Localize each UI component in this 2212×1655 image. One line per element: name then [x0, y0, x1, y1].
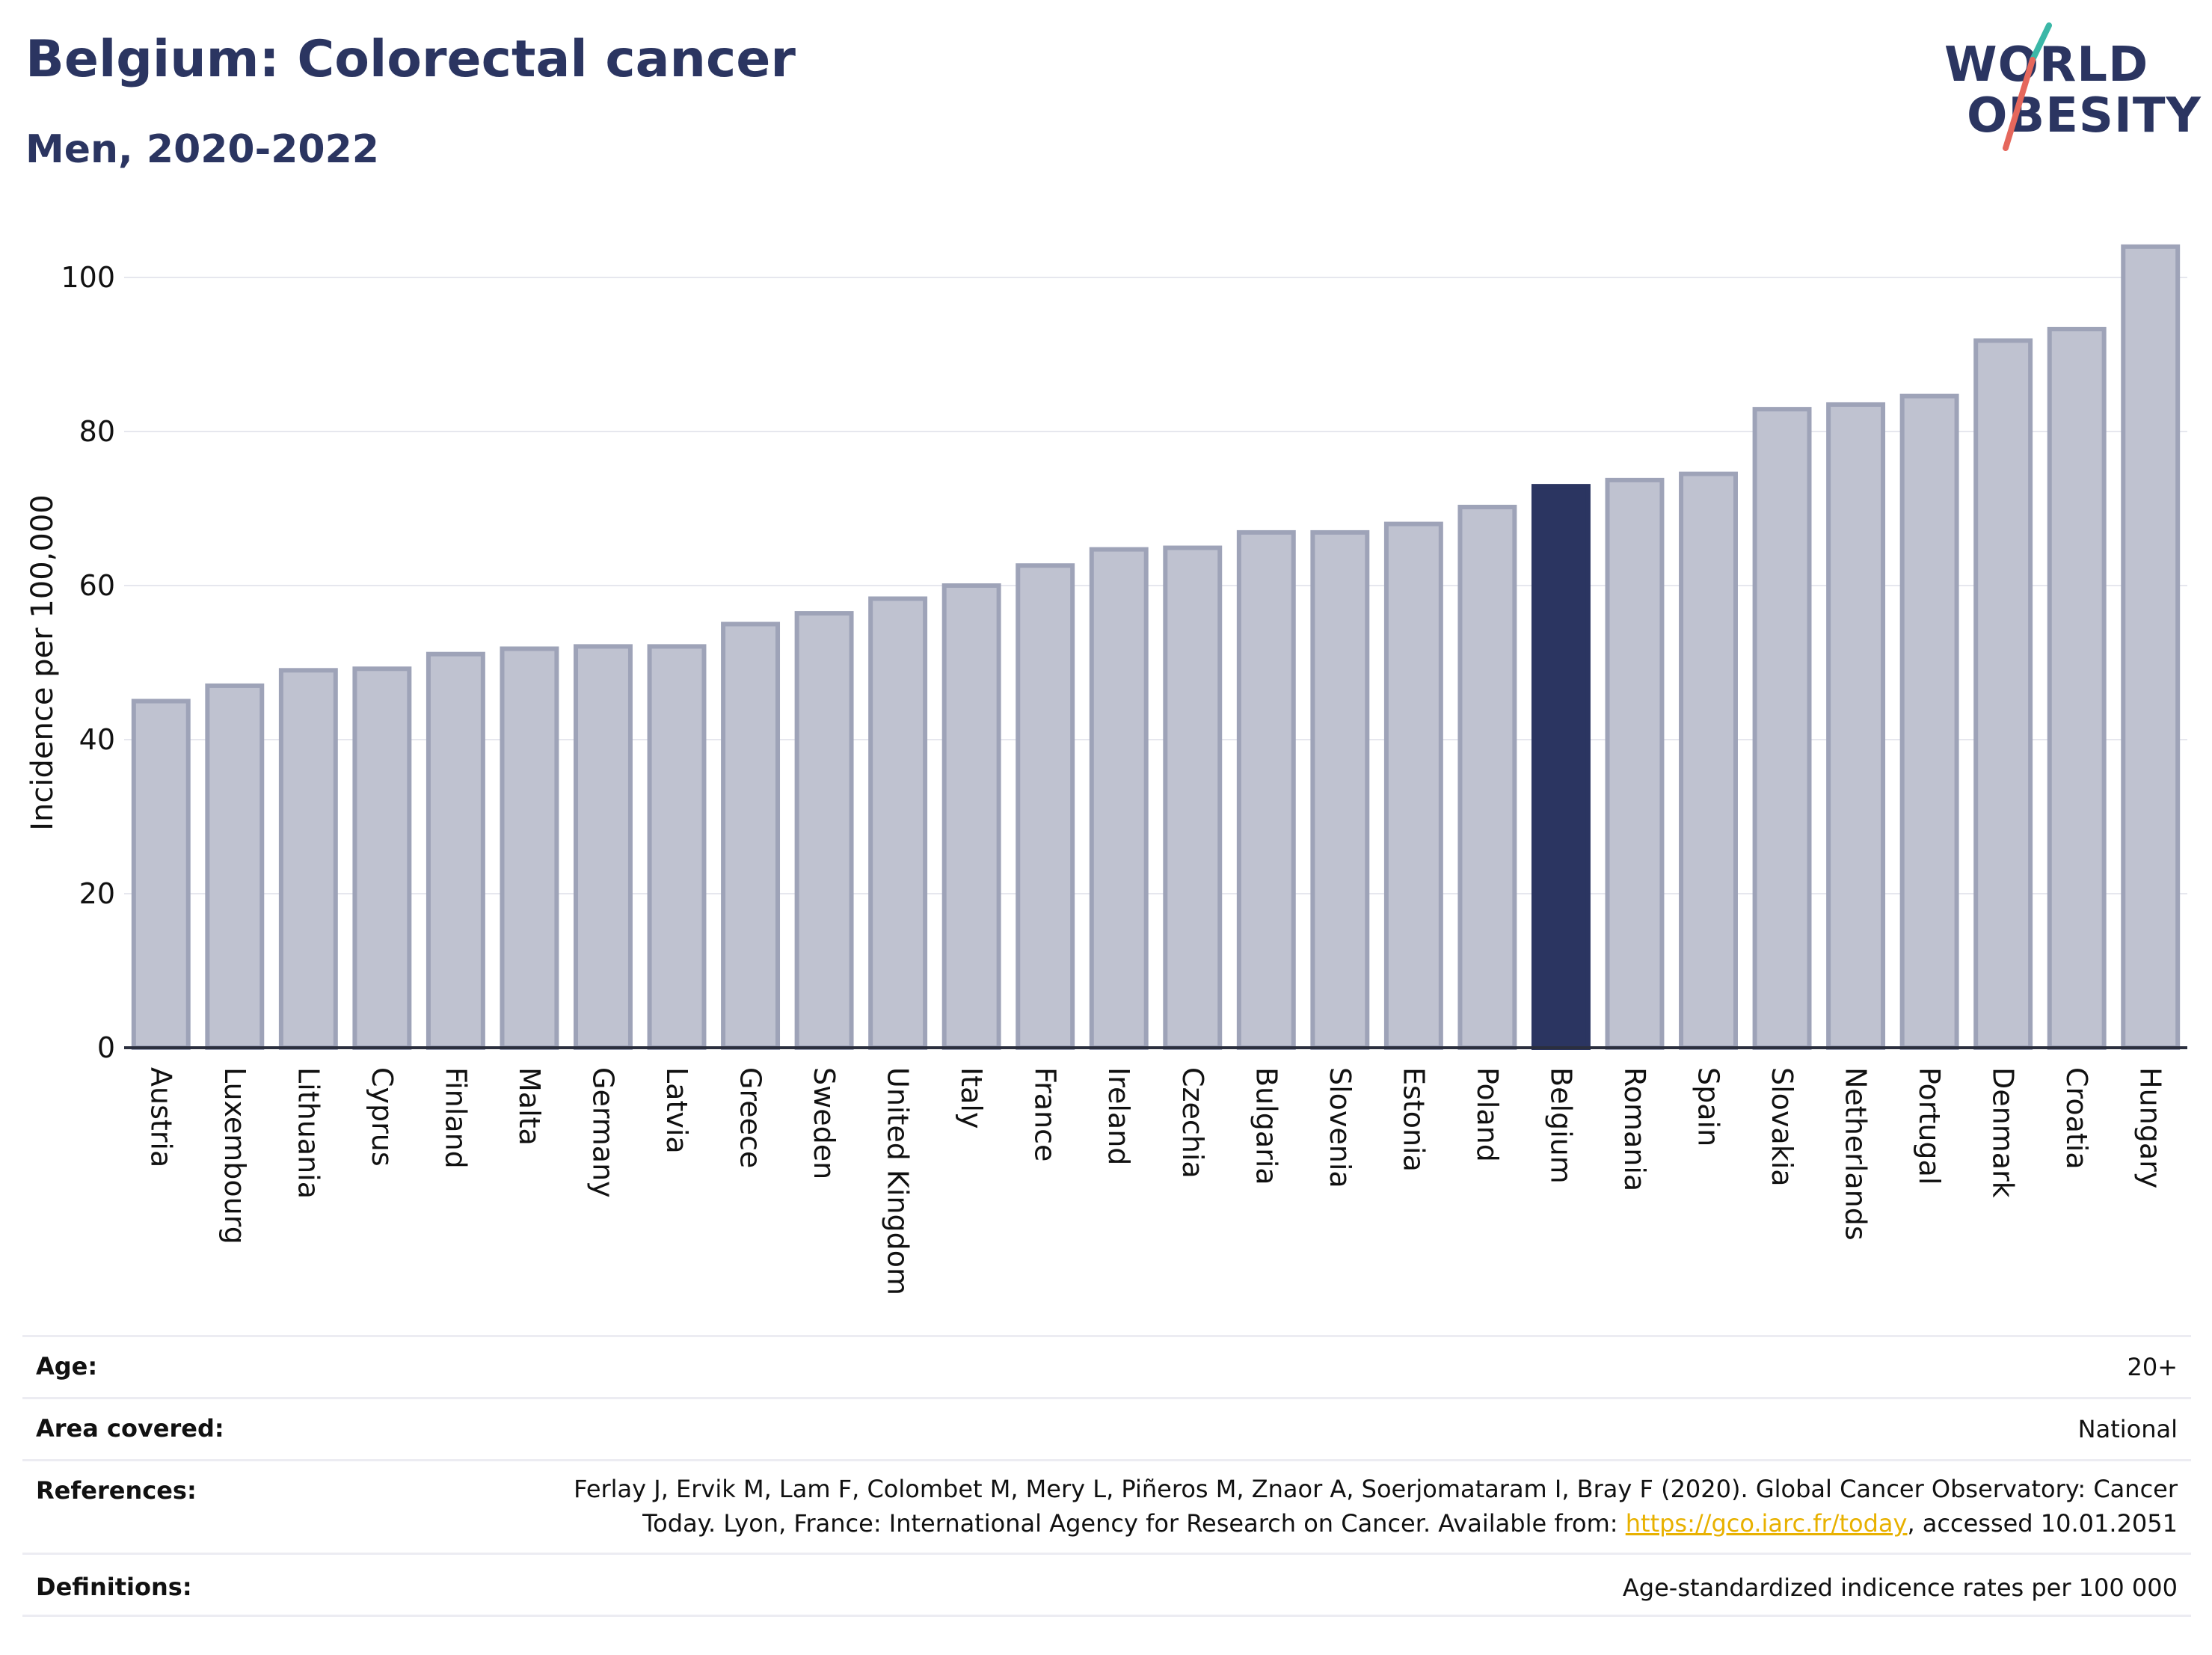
x-tick-label: Slovenia — [1324, 1067, 1357, 1188]
bar-france — [1016, 563, 1075, 1050]
info-row-age: Age: 20+ — [22, 1335, 2191, 1397]
references-line-2-pre: Today. Lyon, France: International Agenc… — [642, 1509, 1626, 1538]
chart-subtitle: Men, 2020-2022 — [25, 127, 379, 172]
logo-line-2: OBESITY — [1967, 88, 2202, 144]
info-table: Age: 20+ Area covered: National Referenc… — [22, 1335, 2191, 1617]
bar-greece — [721, 621, 781, 1050]
bar-chart: 0 20 40 60 80 100 Austria Luxembourg Lithuania C… — [25, 244, 2187, 1295]
x-tick-label: Croatia — [2060, 1067, 2093, 1170]
x-tick-label: Malta — [513, 1067, 546, 1146]
bar-cyprus — [352, 666, 412, 1050]
bar-slovakia — [1752, 407, 1812, 1050]
bar-italy — [941, 583, 1001, 1050]
x-tick-label: Denmark — [1987, 1067, 2020, 1198]
reference-link[interactable]: https://gco.iarc.fr/today — [1625, 1509, 1908, 1538]
bar-bulgaria — [1236, 529, 1296, 1050]
bar-latvia — [647, 644, 707, 1050]
x-tick-label: Portugal — [1913, 1067, 1946, 1185]
bar-hungary — [2121, 244, 2181, 1050]
logo-line-1: WORLD — [1944, 37, 2149, 93]
x-axis-ticks: Austria Luxembourg Lithuania Cyprus Finland M… — [144, 1067, 2166, 1295]
x-tick-label: Austria — [144, 1067, 177, 1167]
bar-slovenia — [1310, 529, 1370, 1050]
x-tick-label: Czechia — [1176, 1067, 1209, 1179]
chart-title: Belgium: Colorectal cancer — [25, 30, 796, 89]
info-row-definitions: Definitions: Age-standardized indicence … — [22, 1553, 2191, 1617]
bar-czechia — [1163, 545, 1223, 1050]
age-value: 20+ — [2127, 1353, 2178, 1381]
bars — [131, 244, 2181, 1051]
bar-finland — [425, 651, 485, 1050]
x-tick-label: Luxembourg — [218, 1067, 251, 1244]
x-tick-label: Romania — [1618, 1067, 1651, 1191]
x-tick-label: Netherlands — [1840, 1067, 1872, 1241]
bar-poland — [1457, 504, 1517, 1050]
info-row-references: References: Ferlay J, Ervik M, Lam F, Co… — [22, 1459, 2191, 1553]
bar-romania — [1605, 477, 1665, 1050]
bar-germany — [574, 644, 633, 1050]
x-tick-label: Lithuania — [292, 1067, 325, 1199]
world-obesity-logo: WORLD OBESITY — [1944, 22, 2202, 157]
x-tick-label: Greece — [734, 1067, 767, 1168]
x-tick-label: Cyprus — [366, 1067, 399, 1167]
x-tick-label: Italy — [955, 1067, 988, 1129]
x-tick-label: Belgium — [1544, 1067, 1577, 1184]
bar-luxembourg — [205, 683, 265, 1051]
y-tick-label: 20 — [79, 877, 115, 910]
bar-austria — [131, 698, 191, 1050]
y-axis-label: Incidence per 100,000 — [25, 494, 60, 831]
y-tick-label: 40 — [79, 723, 115, 756]
bar-malta — [500, 646, 559, 1050]
bar-lithuania — [278, 668, 338, 1050]
x-tick-label: Finland — [439, 1067, 472, 1169]
bar-croatia — [2047, 327, 2107, 1050]
references-line-2: Today. Lyon, France: International Agenc… — [574, 1506, 2178, 1541]
x-tick-label: Spain — [1692, 1067, 1725, 1146]
x-tick-label: Ireland — [1102, 1067, 1135, 1165]
info-row-area: Area covered: National — [22, 1397, 2191, 1459]
age-label: Age: — [36, 1352, 98, 1381]
bar-netherlands — [1826, 402, 1886, 1050]
definitions-value: Age-standardized indicence rates per 100… — [1622, 1573, 2178, 1602]
bar-belgium — [1531, 484, 1591, 1050]
y-tick-label: 60 — [79, 569, 115, 602]
x-tick-label: Latvia — [660, 1067, 693, 1154]
y-tick-label: 100 — [61, 261, 115, 294]
y-tick-label: 80 — [79, 415, 115, 448]
bar-portugal — [1899, 393, 1959, 1050]
x-tick-label: Hungary — [2134, 1067, 2167, 1188]
bar-estonia — [1383, 521, 1443, 1050]
x-tick-label: Poland — [1471, 1067, 1504, 1162]
x-tick-label: Sweden — [808, 1067, 841, 1179]
bar-sweden — [794, 611, 854, 1050]
area-label: Area covered: — [36, 1414, 224, 1443]
x-tick-label: Slovakia — [1766, 1067, 1798, 1187]
area-value: National — [2077, 1415, 2178, 1443]
bar-united-kingdom — [868, 596, 928, 1050]
y-tick-label: 0 — [97, 1031, 115, 1064]
bar-ireland — [1089, 547, 1149, 1050]
y-axis-ticks: 0 20 40 60 80 100 — [61, 261, 115, 1064]
x-tick-label: United Kingdom — [882, 1067, 915, 1295]
references-line-1: Ferlay J, Ervik M, Lam F, Colombet M, Me… — [574, 1475, 2178, 1503]
bar-spain — [1679, 471, 1738, 1050]
x-tick-label: France — [1029, 1067, 1062, 1161]
references-label: References: — [36, 1476, 197, 1505]
x-tick-label: Bulgaria — [1250, 1067, 1282, 1185]
bar-denmark — [1973, 338, 2033, 1050]
logo-slash-icon — [2003, 22, 2052, 151]
references-line-2-post: , accessed 10.01.2051 — [1907, 1509, 2178, 1538]
x-tick-label: Germany — [586, 1067, 619, 1198]
references-value: Ferlay J, Ervik M, Lam F, Colombet M, Me… — [574, 1472, 2178, 1541]
x-tick-label: Estonia — [1397, 1067, 1430, 1172]
definitions-label: Definitions: — [36, 1573, 192, 1601]
